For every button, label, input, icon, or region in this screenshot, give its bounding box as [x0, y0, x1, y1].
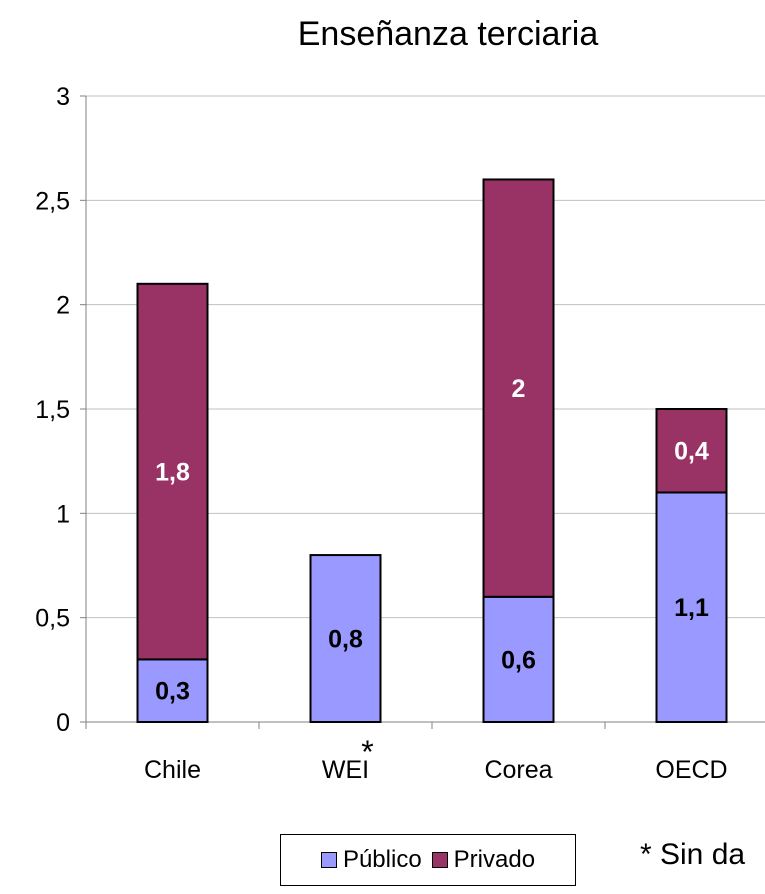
y-tick-label: 1,5	[35, 396, 70, 424]
x-tick-label: WEI	[322, 756, 369, 784]
chart-title: Enseñanza terciaria	[298, 15, 599, 53]
legend-swatch-publico	[320, 852, 337, 868]
x-tick-marker: *	[361, 734, 373, 770]
bar-pblico-oecd	[655, 491, 728, 724]
legend-item-privado: Privado	[431, 846, 536, 874]
bar-pblico-corea	[482, 595, 555, 723]
x-tick-label: OECD	[655, 756, 727, 784]
bar-privado-chile	[136, 282, 209, 661]
data-label: 2	[512, 375, 526, 403]
x-tick-label: Chile	[144, 756, 201, 784]
legend-item-publico: Público	[320, 846, 422, 874]
bar-privado-corea	[482, 178, 555, 598]
legend: Público Privado	[280, 834, 576, 886]
data-label: 1,1	[674, 594, 709, 622]
data-label: 0,6	[501, 646, 536, 674]
data-label: 0,8	[328, 626, 363, 654]
bar-privado-oecd	[655, 408, 728, 494]
y-tick-label: 0,5	[35, 605, 70, 633]
data-labels: 0,3 1,8 0,8 0,6 2 1,1 0,4	[155, 375, 709, 706]
y-tick-label: 2	[56, 292, 70, 320]
footnote: * Sin da	[640, 838, 746, 871]
y-tick-label: 1	[56, 500, 70, 528]
data-label: 0,4	[674, 438, 709, 466]
legend-swatch-privado	[431, 852, 448, 868]
y-tick-label: 2,5	[35, 187, 70, 215]
bars	[136, 178, 728, 724]
data-label: 1,8	[155, 459, 190, 487]
x-tick-label: Corea	[484, 756, 552, 784]
bar-pblico-wei	[309, 554, 382, 723]
axes: 0 0,5 1 1,5 2 2,5 3 Chile WEI* Corea OECD	[35, 83, 765, 784]
y-tick-label: 3	[56, 83, 70, 111]
legend-label-publico: Público	[342, 846, 422, 873]
legend-label-privado: Privado	[453, 846, 536, 873]
data-label: 0,3	[155, 678, 190, 706]
y-tick-label: 0	[56, 709, 70, 737]
